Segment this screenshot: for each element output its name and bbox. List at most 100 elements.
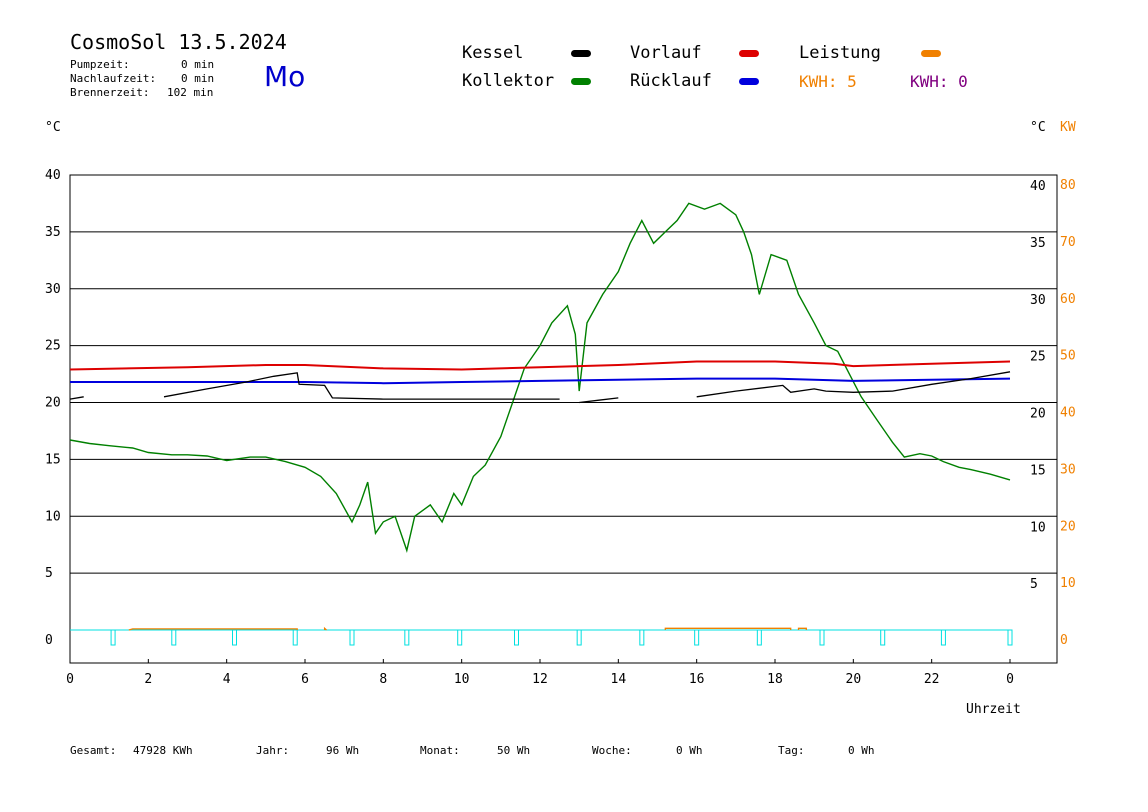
pump-marker <box>457 629 463 646</box>
right-tick-label-kw: 30 <box>1060 462 1076 477</box>
x-tick-label: 0 <box>1006 672 1014 687</box>
series-kessel-line <box>579 397 619 404</box>
pump-marker <box>292 629 298 646</box>
right-axis-unit-celsius: °C <box>1030 120 1046 135</box>
footer-week-label: Woche: <box>592 744 632 757</box>
legend-kollektor-label: Kollektor <box>462 71 555 91</box>
right-tick-label-celsius: 30 <box>1030 293 1046 308</box>
x-tick-label: 18 <box>767 672 783 687</box>
plot-frame <box>69 174 1058 664</box>
pump-marker <box>110 629 116 646</box>
x-axis-label: Uhrzeit <box>966 702 1021 717</box>
pump-marker <box>639 629 645 646</box>
legend-leistung-label: Leistung <box>799 43 881 63</box>
series-leistung-line <box>128 628 298 631</box>
x-tick-label: 20 <box>846 672 862 687</box>
footer-week-value: 0 Wh <box>676 744 703 757</box>
pump-marker <box>819 629 825 646</box>
right-tick-label-kw: 70 <box>1060 235 1076 250</box>
series-rcklauf-line <box>70 377 1011 385</box>
left-tick-label: 5 <box>45 566 53 581</box>
pump-marker <box>576 629 582 646</box>
chart-title: CosmoSol 13.5.2024 <box>70 30 287 54</box>
series-leistung-line <box>664 627 792 630</box>
legend-ruecklauf-label: Rücklauf <box>630 71 712 91</box>
footer-month-value: 50 Wh <box>497 744 531 757</box>
series-kessel-line <box>163 372 560 400</box>
pump-marker <box>694 629 700 646</box>
footer-day-value: 0 Wh <box>848 744 875 757</box>
left-tick-label: 30 <box>45 282 61 297</box>
right-tick-label-kw: 40 <box>1060 406 1076 421</box>
left-tick-label: 20 <box>45 396 61 411</box>
x-tick-label: 22 <box>924 672 940 687</box>
left-tick-label: 35 <box>45 225 61 240</box>
footer-year-value: 96 Wh <box>326 744 360 757</box>
legend-kollektor-swatch <box>571 78 591 85</box>
pump-marker <box>1007 629 1013 646</box>
afterrun-time-value: 0 min <box>181 72 215 85</box>
right-tick-label-kw: 80 <box>1060 178 1076 193</box>
right-axis-unit-kw: KW <box>1060 120 1076 135</box>
left-tick-label: 0 <box>45 633 53 648</box>
footer-total-label: Gesamt: <box>70 744 117 757</box>
right-tick-label-kw: 20 <box>1060 519 1076 534</box>
pump-marker <box>171 629 177 646</box>
pump-marker <box>756 629 762 646</box>
x-tick-label: 12 <box>532 672 548 687</box>
left-axis-unit: °C <box>45 120 61 135</box>
left-tick-label: 15 <box>45 452 61 467</box>
left-tick-label: 25 <box>45 339 61 354</box>
footer-month-label: Monat: <box>420 744 460 757</box>
x-tick-label: 6 <box>301 672 309 687</box>
series-vorlauf-line <box>69 360 1011 371</box>
pump-time-label: Pumpzeit: <box>70 58 130 71</box>
pump-marker <box>232 629 237 646</box>
right-tick-label-celsius: 40 <box>1030 179 1046 194</box>
weekday-label: Mo <box>264 60 306 93</box>
series-kollektor-line <box>69 202 1011 553</box>
right-tick-label-celsius: 20 <box>1030 407 1046 422</box>
right-tick-label-celsius: 15 <box>1030 463 1046 478</box>
left-tick-label: 40 <box>45 168 61 183</box>
legend-vorlauf-label: Vorlauf <box>630 43 702 63</box>
legend-ruecklauf-swatch <box>739 78 759 85</box>
pump-marker <box>349 629 355 646</box>
legend-leistung-swatch <box>921 50 941 57</box>
x-tick-label: 0 <box>66 672 74 687</box>
footer-year-label: Jahr: <box>256 744 290 757</box>
x-tick-label: 10 <box>454 672 470 687</box>
x-tick-label: 14 <box>611 672 627 687</box>
legend-kessel-swatch <box>571 50 591 57</box>
right-tick-label-celsius: 25 <box>1030 350 1046 365</box>
x-tick-label: 8 <box>379 672 387 687</box>
burner-time-label: Brennerzeit: <box>70 86 150 99</box>
pump-marker <box>940 629 946 646</box>
burner-time-value: 102 min <box>167 86 214 99</box>
right-tick-label-celsius: 5 <box>1030 577 1038 592</box>
afterrun-time-label: Nachlaufzeit: <box>70 72 157 85</box>
series-leistung-line <box>797 627 807 630</box>
right-tick-label-kw: 10 <box>1060 576 1076 591</box>
x-tick-label: 2 <box>144 672 152 687</box>
x-tick-label: 16 <box>689 672 705 687</box>
footer-total-value: 47928 KWh <box>133 744 193 757</box>
pump-time-value: 0 min <box>181 58 215 71</box>
series-kessel-line <box>69 396 84 400</box>
series-kessel-line <box>696 371 1011 398</box>
footer-day-label: Tag: <box>778 744 805 757</box>
pump-marker <box>514 629 519 646</box>
right-tick-label-kw: 60 <box>1060 292 1076 307</box>
x-tick-label: 4 <box>223 672 231 687</box>
pump-marker <box>880 629 886 646</box>
legend-kessel-label: Kessel <box>462 43 524 63</box>
series-leistung-line <box>323 626 327 631</box>
right-tick-label-celsius: 10 <box>1030 520 1046 535</box>
right-tick-label-kw: 50 <box>1060 349 1076 364</box>
kwh-burner-value: KWH: 0 <box>910 72 968 91</box>
left-tick-label: 10 <box>45 509 61 524</box>
right-tick-label-kw: 0 <box>1060 633 1068 648</box>
right-tick-label-celsius: 35 <box>1030 236 1046 251</box>
pump-marker <box>404 629 410 646</box>
